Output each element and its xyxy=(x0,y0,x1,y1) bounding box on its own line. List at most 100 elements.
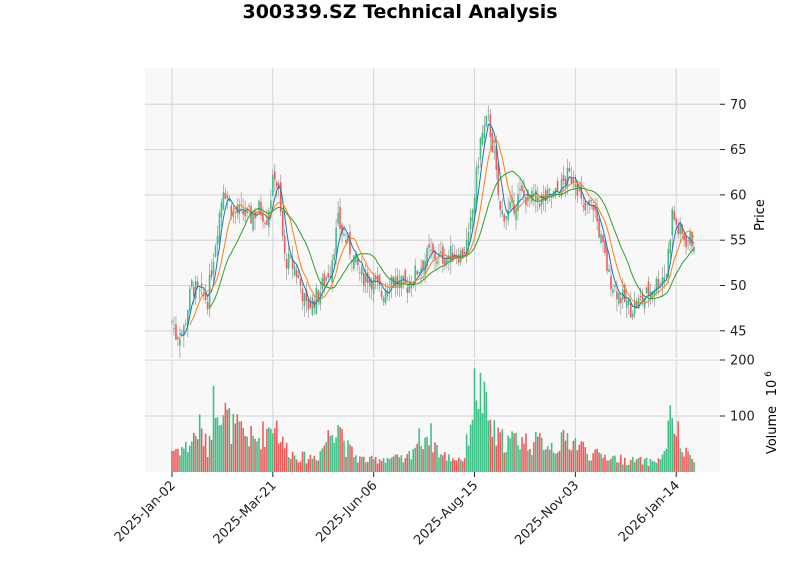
volume-bar xyxy=(394,454,397,472)
volume-bar xyxy=(264,446,266,472)
volume-bar xyxy=(266,428,268,472)
x-tick-label: 2025-Mar-21 xyxy=(211,478,280,547)
candle-body xyxy=(220,202,223,218)
volume-bar xyxy=(416,443,418,472)
candle-body xyxy=(380,290,383,297)
volume-bar xyxy=(376,463,379,472)
volume-bar xyxy=(479,372,482,472)
volume-bar xyxy=(276,420,278,472)
candle-body xyxy=(677,226,679,235)
candle-body xyxy=(461,248,464,259)
volume-bar xyxy=(357,462,359,472)
volume-bar xyxy=(323,445,326,472)
candle-body xyxy=(406,287,409,293)
candle-body xyxy=(410,286,413,289)
candle-body xyxy=(283,235,286,254)
candle-body xyxy=(305,289,308,302)
volume-bar xyxy=(198,414,201,472)
volume-bar xyxy=(594,449,596,472)
candle-body xyxy=(396,275,399,287)
volume-bar xyxy=(438,457,440,472)
volume-bar xyxy=(428,445,430,472)
candle-body xyxy=(386,290,389,297)
volume-bar xyxy=(653,461,656,472)
candle-body xyxy=(357,258,359,266)
volume-bar xyxy=(414,447,416,472)
volume-bar xyxy=(596,448,598,472)
volume-bar xyxy=(256,441,258,472)
candle-body xyxy=(192,286,195,296)
candle-body xyxy=(196,281,199,286)
volume-bar xyxy=(608,460,610,472)
candle-body xyxy=(291,258,294,269)
volume-bar xyxy=(612,455,614,472)
candle-body xyxy=(499,200,502,210)
volume-bar xyxy=(262,421,264,472)
volume-bar xyxy=(661,454,664,472)
volume-bar xyxy=(507,435,509,472)
volume-bar xyxy=(208,435,211,472)
volume-bar xyxy=(558,451,561,472)
volume-bar xyxy=(291,451,294,472)
candle-body xyxy=(402,275,405,280)
candle-body xyxy=(608,269,610,272)
volume-bar xyxy=(299,461,302,472)
candle-body xyxy=(523,190,525,196)
candle-body xyxy=(295,270,298,278)
volume-bar xyxy=(210,439,213,472)
candles xyxy=(171,105,695,358)
volume-bar xyxy=(181,446,183,472)
volume-bar xyxy=(631,456,634,472)
candle-body xyxy=(347,235,349,241)
volume-bar xyxy=(602,457,604,472)
candle-body xyxy=(430,249,432,252)
volume-bar xyxy=(548,449,551,472)
volume-bar xyxy=(691,458,693,472)
candle-body xyxy=(181,331,183,333)
candle-body xyxy=(600,233,602,243)
volume-bar xyxy=(214,417,217,472)
candle-body xyxy=(590,199,592,202)
candle-body xyxy=(392,276,395,284)
volume-bar xyxy=(430,423,432,472)
candle-body xyxy=(606,246,608,271)
candle-body xyxy=(317,290,320,302)
candle-body xyxy=(651,291,654,298)
candle-body xyxy=(489,114,492,137)
candle-body xyxy=(258,200,260,212)
volume-bar xyxy=(517,445,519,472)
candle-body xyxy=(687,240,689,242)
candle-body xyxy=(254,211,256,219)
volume-bar xyxy=(509,438,511,472)
volume-bar xyxy=(542,450,545,472)
volume-bar xyxy=(572,440,575,472)
volume-bar xyxy=(651,461,654,472)
volume-bar xyxy=(283,448,286,472)
volume-bar xyxy=(663,450,666,472)
candle-body xyxy=(568,168,571,172)
candle-body xyxy=(364,274,367,283)
candle-body xyxy=(434,250,436,260)
grid-lines xyxy=(145,68,720,472)
volume-bar xyxy=(497,427,500,472)
candle-body xyxy=(572,179,575,183)
candle-body xyxy=(661,277,664,286)
volume-bar xyxy=(554,453,557,472)
candle-body xyxy=(179,338,181,346)
volume-bar xyxy=(598,452,600,472)
volume-bar xyxy=(566,433,569,472)
candle-body xyxy=(477,165,480,168)
volume-bar xyxy=(448,454,450,472)
volume-bar xyxy=(560,432,563,472)
volume-bar xyxy=(535,431,537,472)
candle-body xyxy=(519,188,521,191)
x-tick-label: 2025-Aug-15 xyxy=(411,478,481,548)
volume-bar xyxy=(487,420,490,472)
volume-bar xyxy=(418,428,420,472)
volume-bar xyxy=(556,452,559,472)
volume-bar xyxy=(635,459,638,472)
candle-body xyxy=(206,302,209,309)
candle-body xyxy=(671,208,674,236)
candle-body xyxy=(624,284,626,302)
volume-bar xyxy=(343,440,345,472)
